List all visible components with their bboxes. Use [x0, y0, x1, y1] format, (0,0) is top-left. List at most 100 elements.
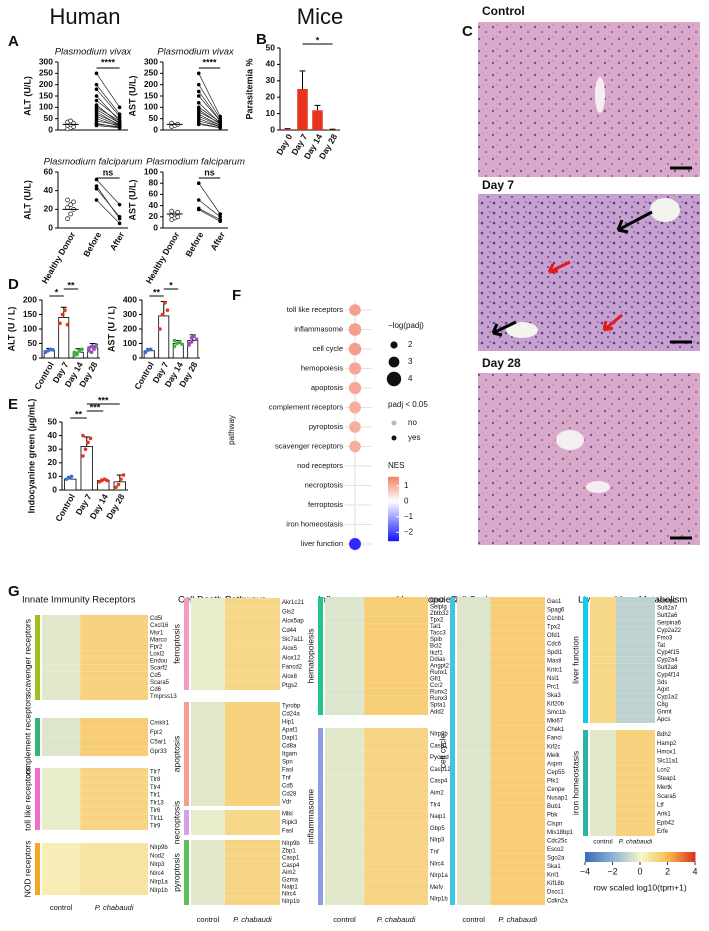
- colorbar-cell: [631, 852, 635, 862]
- data-point: [158, 327, 162, 331]
- heatmap-block: [224, 702, 280, 806]
- gene-label: Nod2: [150, 854, 165, 860]
- significance-label: ****: [101, 57, 116, 67]
- heatmap-block: [191, 810, 225, 835]
- group-bar: [450, 597, 455, 905]
- gene-label: Plk1: [547, 779, 559, 785]
- group-bar: [184, 598, 189, 690]
- gene-label: Gls2: [282, 609, 295, 615]
- colorbar-tick-label: −2: [404, 527, 414, 536]
- gene-label: Nlrp1b: [150, 888, 168, 894]
- group-bar: [583, 730, 588, 836]
- y-axis-label: ALT (U/L): [22, 180, 32, 220]
- x-label: control: [50, 903, 73, 912]
- bar: [312, 110, 323, 130]
- heatmap-block: [80, 718, 148, 756]
- chart-title: Plasmodium falciparum: [146, 157, 245, 168]
- colorbar-cell: [388, 489, 399, 492]
- gene-label: Ccnb1: [547, 616, 565, 622]
- gene-label: Runx2: [430, 690, 448, 696]
- before-point: [94, 184, 99, 188]
- gene-label: Nlrp9b: [430, 731, 448, 737]
- colorbar-cell: [689, 852, 693, 862]
- colorbar-cell: [664, 852, 668, 862]
- gene-label: Fasl: [282, 828, 293, 834]
- before-point: [94, 198, 99, 202]
- significance-label: *: [316, 35, 320, 45]
- significance-label: ****: [202, 57, 217, 67]
- data-point: [180, 342, 184, 347]
- significance-label: **: [153, 287, 161, 297]
- after-point: [218, 219, 222, 224]
- y-tick-label: 300: [144, 56, 158, 66]
- y-tick-label: iron homeostasis: [286, 519, 343, 528]
- gene-label: Tal1: [430, 624, 442, 630]
- gene-label: Cdc6: [547, 642, 562, 648]
- gene-label: Cmklr1: [150, 720, 170, 726]
- x-tick-label: Before: [81, 230, 103, 259]
- gene-label: Zbp1: [282, 848, 296, 854]
- gene-label: Nlrp1a: [150, 880, 168, 886]
- data-point: [81, 454, 85, 458]
- pair-line: [96, 188, 120, 218]
- gene-label: Prc1: [547, 684, 560, 690]
- panel-label: F: [232, 287, 241, 304]
- gene-label: Ripk3: [282, 820, 298, 826]
- pair-line: [96, 113, 120, 125]
- gene-label: Spdl1: [547, 650, 563, 656]
- gene-label: Add2: [430, 709, 445, 715]
- gene-label: Cyp1a2: [657, 695, 678, 701]
- y-tick-label: complement receptors: [269, 402, 343, 411]
- pair-line: [96, 107, 120, 122]
- group-label: inflammasome: [305, 789, 315, 845]
- group-label: cell cycle: [437, 733, 447, 768]
- chart-title: Plasmodium vivax: [157, 47, 235, 58]
- gene-label: Casp1: [430, 743, 448, 749]
- legend-dot: [388, 356, 400, 368]
- gene-label: Tlr4: [150, 785, 161, 791]
- colorbar-cell: [388, 530, 399, 533]
- pair-line: [198, 123, 221, 129]
- y-tick-label: 60: [149, 189, 159, 199]
- gene-label: Casp4: [282, 863, 300, 869]
- colorbar-cell: [651, 852, 655, 862]
- gene-label: Tacc3: [430, 631, 446, 637]
- gene-label: Akr1c21: [282, 600, 305, 606]
- group-bar: [184, 840, 189, 905]
- colorbar-cell: [645, 852, 649, 862]
- dot: [349, 421, 361, 433]
- y-axis-label: AST (U/L): [127, 180, 137, 221]
- data-point: [165, 308, 170, 312]
- group-bar: [184, 810, 189, 835]
- arrow: [616, 210, 653, 234]
- vessel: [586, 481, 610, 493]
- gene-label: Cd5: [282, 784, 294, 790]
- gene-label: Alox8: [282, 674, 298, 680]
- gene-label: Nlrc4: [282, 892, 297, 898]
- gene-label: Selplg: [430, 604, 447, 610]
- group-label: complement receptors: [22, 695, 32, 779]
- colorbar-cell: [598, 852, 602, 862]
- colorbar-cell: [388, 532, 399, 535]
- gene-label: Ofd1: [547, 633, 561, 639]
- legend-dot: [391, 420, 397, 426]
- colorbar-tick-label: −2: [607, 866, 617, 876]
- data-point: [83, 447, 88, 452]
- y-tick-label: 200: [123, 323, 137, 333]
- arrow: [491, 320, 517, 337]
- group-label: toll like receptors: [22, 767, 32, 831]
- dot: [353, 464, 357, 468]
- group-bar: [35, 615, 40, 700]
- y-tick-label: 0: [48, 124, 53, 134]
- before-point: [94, 71, 99, 76]
- histology-title: Control: [482, 4, 525, 18]
- gene-label: Erfe: [657, 829, 669, 835]
- dot: [353, 522, 357, 527]
- gene-label: Sult2a7: [657, 606, 678, 612]
- data-point: [86, 440, 90, 445]
- gene-label: Mis18bp1: [547, 830, 574, 836]
- data-point: [69, 474, 74, 479]
- data-point: [65, 322, 70, 327]
- arrow: [547, 260, 571, 274]
- group-bar: [583, 597, 588, 723]
